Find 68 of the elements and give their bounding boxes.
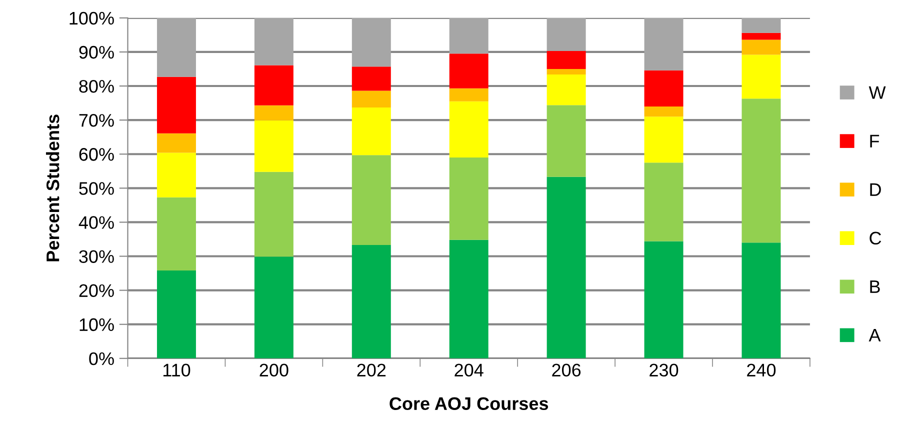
legend-label: A — [868, 329, 881, 342]
y-axis-title: Percent Students — [46, 114, 60, 262]
bar — [352, 155, 391, 246]
y-tick-label: 100% — [70, 12, 114, 25]
bar — [254, 256, 294, 358]
legend-label: W — [868, 86, 886, 99]
bar — [546, 176, 586, 358]
bar — [742, 18, 781, 33]
y-tick-label: 50% — [79, 182, 114, 195]
bar — [352, 18, 391, 67]
bar — [644, 241, 684, 358]
bar — [644, 70, 684, 106]
bar — [449, 18, 488, 54]
bar — [742, 54, 781, 99]
y-tick-label: 80% — [79, 80, 114, 93]
legend-label: B — [870, 280, 880, 293]
x-tick-label: 230 — [650, 364, 678, 377]
bar — [352, 66, 391, 91]
bar — [156, 197, 196, 271]
bar — [449, 158, 488, 240]
x-tick-label: 202 — [357, 364, 386, 377]
bar — [644, 106, 684, 117]
y-tick-label: 60% — [79, 148, 114, 161]
bar — [546, 50, 586, 69]
bar — [742, 242, 781, 358]
bar — [352, 107, 391, 156]
bar — [742, 98, 781, 243]
bar — [742, 32, 781, 40]
bar — [546, 105, 586, 177]
y-tick-label: 90% — [79, 46, 114, 59]
bar — [644, 18, 684, 70]
bar — [546, 68, 586, 74]
y-tick-label: 40% — [78, 216, 114, 229]
bar — [449, 101, 488, 158]
bar — [254, 18, 294, 66]
legend-label: F — [870, 134, 880, 148]
x-tick-label: 240 — [747, 364, 776, 377]
y-tick-label: 70% — [79, 114, 114, 127]
bar — [449, 88, 488, 102]
bar — [254, 172, 294, 257]
bar — [156, 76, 196, 134]
x-axis-title: Core AOJ Courses — [390, 397, 548, 410]
bar — [546, 18, 586, 51]
x-tick-label: 110 — [163, 364, 190, 377]
bar — [546, 74, 586, 106]
bar — [742, 40, 781, 55]
bar — [254, 105, 294, 120]
x-tick-label: 200 — [260, 364, 288, 377]
bar — [156, 18, 196, 77]
bar — [352, 245, 391, 358]
bar — [644, 162, 684, 242]
legend-label: D — [870, 183, 881, 196]
y-tick-label: 30% — [79, 250, 114, 263]
y-tick-label: 20% — [79, 284, 114, 298]
y-tick-label: 10% — [80, 318, 114, 332]
bar — [254, 65, 294, 106]
bar — [644, 116, 684, 163]
x-tick-label: 204 — [454, 364, 484, 377]
x-tick-label: 206 — [552, 364, 581, 377]
y-tick-label: 0% — [89, 352, 114, 366]
bar — [449, 54, 488, 88]
bar — [254, 120, 294, 172]
bar — [156, 152, 196, 198]
bar — [352, 90, 391, 108]
bar — [156, 133, 196, 153]
bar — [156, 270, 196, 358]
legend-label: C — [870, 232, 882, 245]
bar — [449, 240, 488, 358]
